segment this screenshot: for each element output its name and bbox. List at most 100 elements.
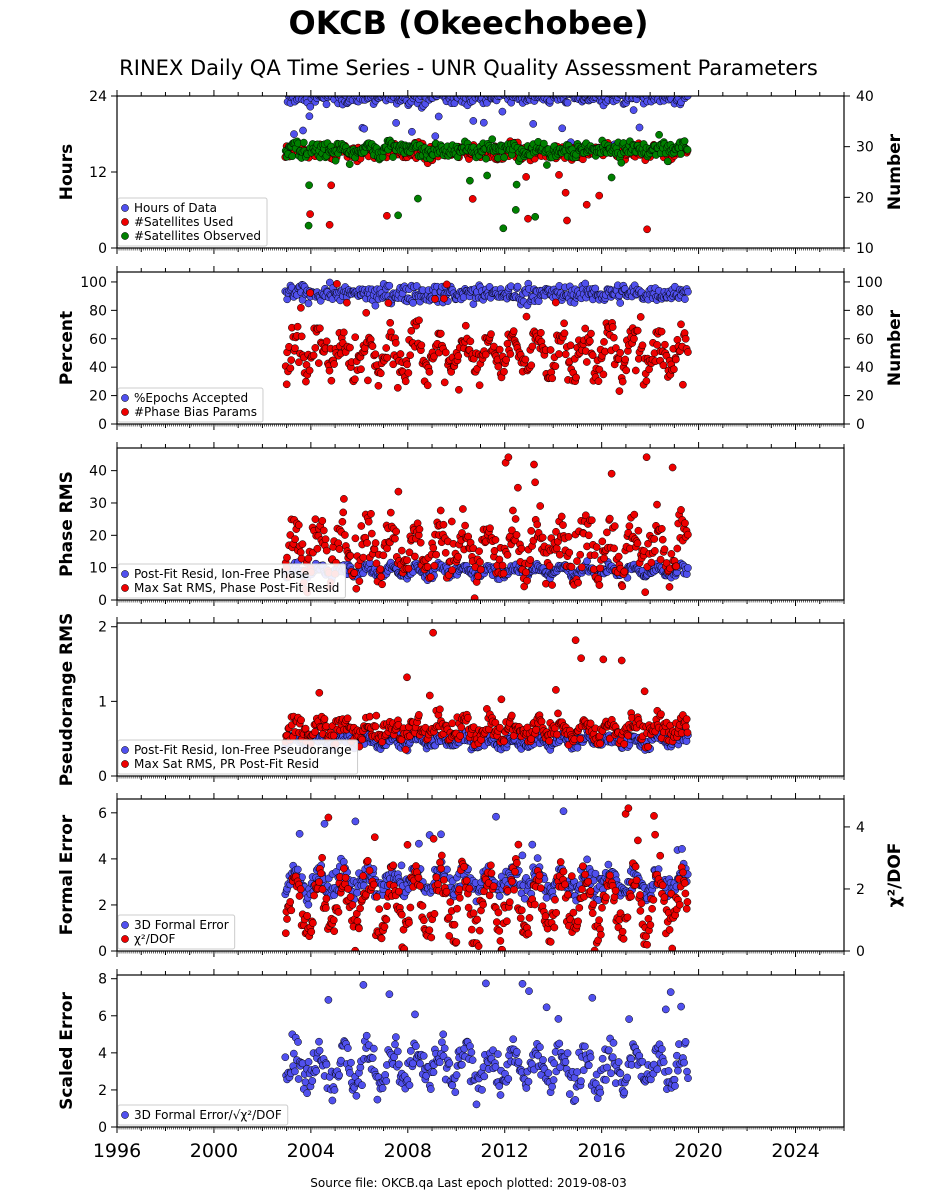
data-point bbox=[500, 153, 508, 162]
data-point bbox=[530, 460, 538, 469]
data-point bbox=[477, 565, 485, 574]
data-point bbox=[608, 88, 615, 95]
data-point bbox=[684, 564, 692, 572]
data-point bbox=[677, 506, 685, 514]
y-axis-right-label: Number bbox=[885, 309, 905, 386]
data-point bbox=[386, 508, 395, 517]
data-point bbox=[327, 181, 336, 190]
data-point bbox=[684, 348, 692, 356]
data-point bbox=[384, 299, 393, 307]
data-point bbox=[386, 87, 393, 94]
data-point bbox=[681, 519, 689, 528]
data-point bbox=[681, 334, 690, 343]
legend-marker bbox=[121, 584, 129, 592]
data-point bbox=[448, 566, 456, 575]
data-point bbox=[573, 557, 581, 565]
data-point bbox=[338, 517, 347, 526]
data-point bbox=[287, 356, 296, 364]
data-point bbox=[325, 220, 334, 229]
data-point bbox=[397, 546, 406, 555]
data-point bbox=[512, 531, 521, 539]
data-points bbox=[281, 278, 692, 395]
data-point bbox=[681, 295, 689, 303]
legend-label: #Phase Bias Params bbox=[134, 405, 257, 419]
data-point bbox=[282, 380, 291, 389]
data-point bbox=[321, 535, 330, 544]
y-tick-label: 20 bbox=[89, 389, 107, 405]
data-point bbox=[569, 87, 576, 94]
data-point bbox=[382, 344, 391, 352]
data-point bbox=[299, 138, 308, 147]
data-point bbox=[616, 348, 625, 357]
data-point bbox=[608, 323, 617, 331]
data-point bbox=[297, 303, 305, 312]
data-point bbox=[311, 344, 320, 352]
data-point bbox=[677, 150, 685, 158]
data-point bbox=[503, 339, 512, 348]
data-point bbox=[392, 119, 400, 127]
data-point bbox=[297, 88, 304, 95]
data-point bbox=[549, 87, 556, 94]
data-point bbox=[385, 281, 394, 290]
data-point bbox=[624, 731, 632, 740]
data-point bbox=[627, 88, 634, 95]
data-point bbox=[346, 551, 355, 560]
data-point bbox=[371, 350, 380, 359]
data-point bbox=[576, 550, 585, 559]
data-point bbox=[551, 298, 560, 307]
data-point bbox=[683, 96, 692, 100]
data-point bbox=[603, 528, 611, 537]
data-point bbox=[378, 580, 386, 589]
data-point bbox=[527, 527, 536, 535]
data-point bbox=[374, 381, 383, 390]
data-point bbox=[520, 88, 527, 95]
y-axis-label: Percent bbox=[57, 311, 77, 385]
data-point bbox=[438, 96, 443, 97]
data-point bbox=[667, 550, 676, 558]
data-point bbox=[419, 87, 426, 94]
data-point bbox=[360, 124, 369, 133]
data-point bbox=[386, 318, 395, 327]
data-point bbox=[657, 86, 664, 93]
data-point bbox=[403, 556, 411, 565]
data-point bbox=[288, 152, 297, 161]
data-point bbox=[408, 127, 416, 136]
y-tick-label: 80 bbox=[89, 303, 107, 319]
series-blue bbox=[281, 278, 692, 310]
data-point bbox=[315, 688, 324, 697]
data-point bbox=[643, 225, 651, 234]
data-point bbox=[509, 327, 518, 335]
data-point bbox=[486, 524, 494, 533]
y-tick-label: 100 bbox=[80, 275, 107, 291]
legend-label: %Epochs Accepted bbox=[134, 391, 248, 405]
y-tick-label: 24 bbox=[89, 89, 107, 105]
data-point bbox=[577, 86, 584, 93]
data-point bbox=[447, 517, 456, 526]
y-axis-right: 0 20 40 60 80 100 bbox=[844, 275, 883, 433]
data-point bbox=[291, 344, 299, 353]
data-point bbox=[409, 299, 417, 307]
data-point bbox=[600, 338, 608, 346]
data-point bbox=[436, 705, 444, 714]
data-point bbox=[403, 360, 411, 369]
data-point bbox=[403, 673, 411, 682]
legend-box bbox=[117, 197, 268, 247]
data-point bbox=[466, 337, 475, 346]
data-point bbox=[564, 532, 573, 541]
data-point bbox=[482, 154, 490, 163]
data-point bbox=[507, 711, 516, 720]
data-point bbox=[346, 343, 354, 352]
data-point bbox=[595, 581, 604, 589]
data-points bbox=[281, 628, 692, 755]
data-point bbox=[371, 301, 380, 310]
data-point bbox=[630, 510, 639, 519]
data-point bbox=[404, 369, 413, 377]
data-point bbox=[432, 550, 441, 559]
data-point bbox=[414, 194, 422, 203]
data-point bbox=[393, 383, 402, 392]
data-point bbox=[430, 561, 439, 570]
data-point bbox=[598, 537, 607, 546]
